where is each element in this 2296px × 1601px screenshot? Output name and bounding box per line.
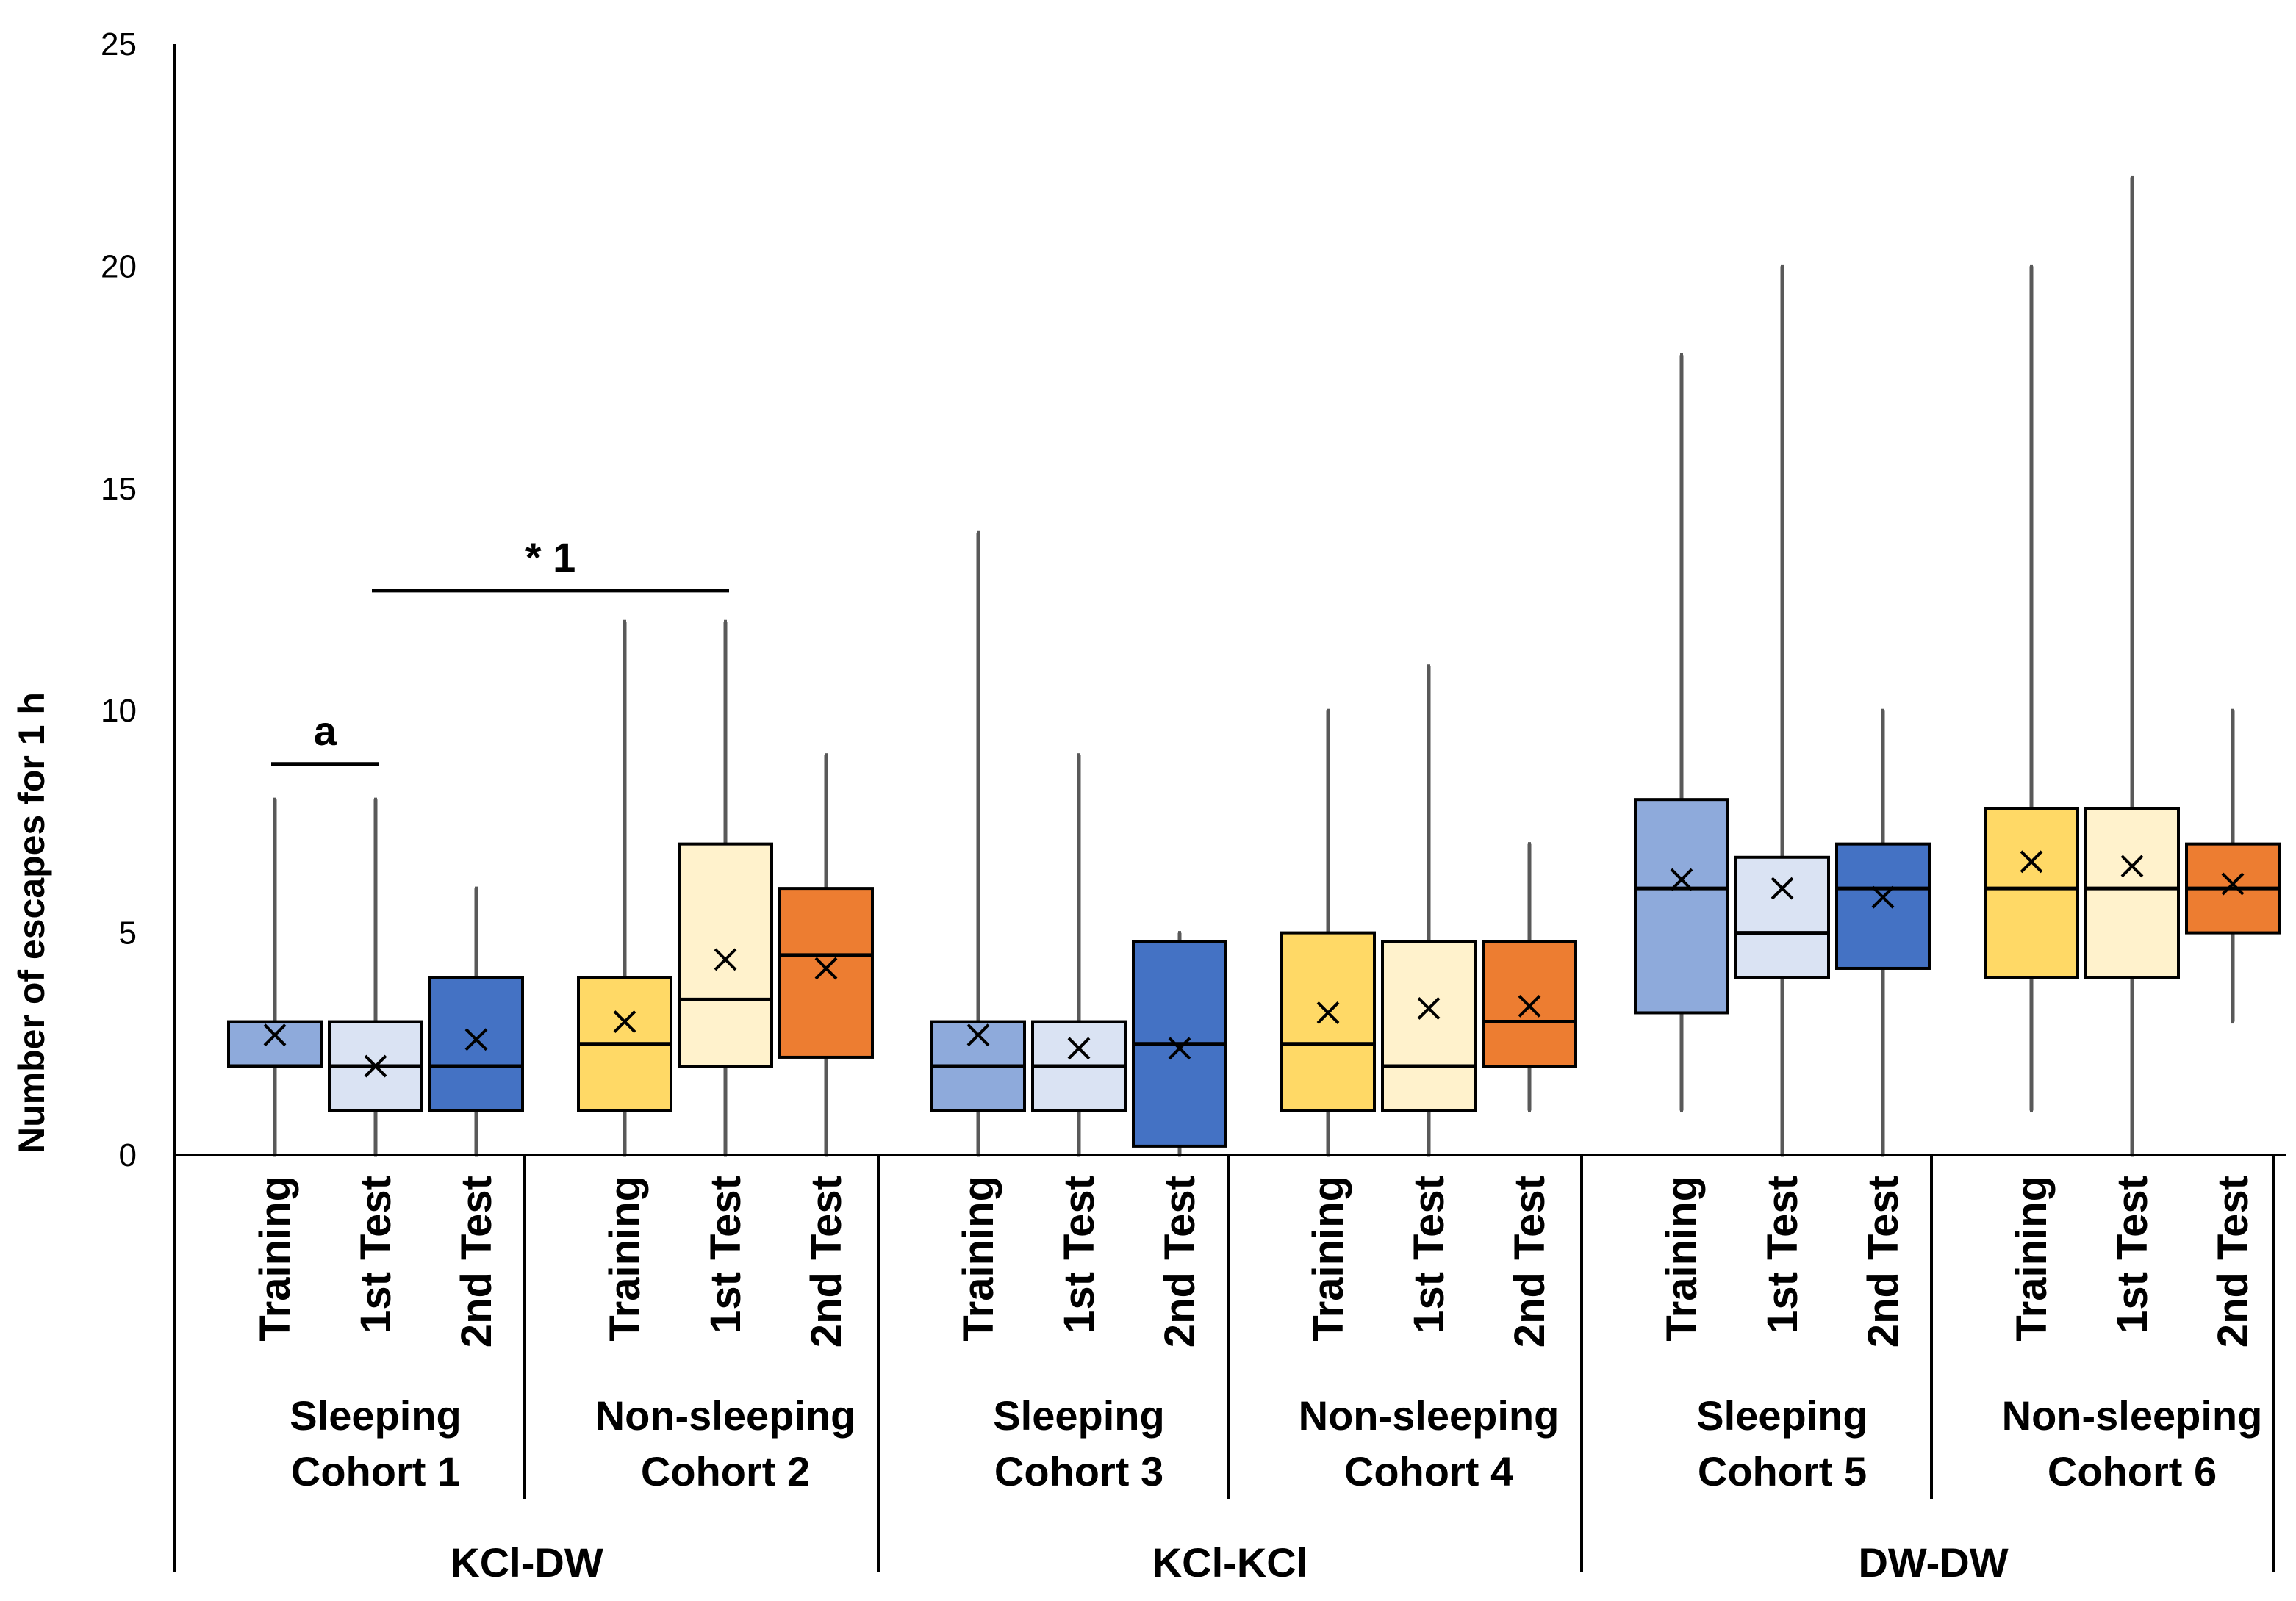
cohort-label-line2: Cohort 6	[2048, 1448, 2217, 1494]
y-tick-label: 0	[119, 1137, 137, 1173]
cohort-label-line2: Cohort 2	[641, 1448, 810, 1494]
x-category-label: 2nd Test	[1859, 1176, 1907, 1348]
plot-area	[227, 175, 2281, 1157]
box-iqr	[1482, 940, 1577, 1068]
mean-marker	[1771, 877, 1794, 900]
mean-marker	[1067, 1037, 1091, 1060]
mean-marker	[1670, 868, 1693, 891]
mean-marker	[714, 948, 737, 971]
mean-marker	[1417, 997, 1441, 1020]
condition-label: KCl-DW	[450, 1539, 603, 1586]
y-tick-label: 5	[119, 915, 137, 951]
box-iqr	[428, 976, 524, 1112]
cohort-label-line1: Sleeping	[1696, 1392, 1868, 1439]
y-axis-label: Number of escapes for 1 h	[11, 692, 52, 1154]
y-tick-label: 15	[101, 471, 137, 507]
y-tick-label: 20	[101, 248, 137, 284]
box-iqr	[1984, 807, 2079, 979]
x-category-label: 1st Test	[2109, 1176, 2156, 1334]
x-category-label: Training	[2008, 1176, 2056, 1342]
x-category-label: 1st Test	[1759, 1176, 1807, 1334]
box-iqr	[678, 842, 773, 1068]
x-category-label: 2nd Test	[1156, 1176, 1204, 1348]
x-category-label: 2nd Test	[2209, 1176, 2257, 1348]
mean-marker	[2221, 872, 2245, 896]
x-category-label: Training	[251, 1176, 299, 1342]
cohort-label-line1: Non-sleeping	[595, 1392, 856, 1439]
box-iqr	[1835, 842, 1931, 970]
x-category-label: 2nd Test	[803, 1176, 850, 1348]
mean-marker	[2120, 855, 2144, 878]
box-iqr	[778, 887, 874, 1059]
significance-label: * 1	[525, 534, 576, 580]
box-iqr	[1734, 855, 1830, 979]
x-category-label: Training	[601, 1176, 649, 1342]
y-tick-label: 25	[101, 26, 137, 62]
x-category-label: Training	[1658, 1176, 1706, 1342]
significance-annotations: a * 1	[271, 534, 729, 766]
x-category-label: 2nd Test	[453, 1176, 501, 1348]
mean-marker	[1316, 1001, 1340, 1024]
box-iqr	[1381, 940, 1477, 1112]
x-category-label: 1st Test	[702, 1176, 750, 1334]
condition-label: DW-DW	[1858, 1539, 2008, 1586]
box-iqr	[227, 1020, 323, 1068]
box-iqr	[1280, 931, 1376, 1112]
cohort-label-line1: Non-sleeping	[1299, 1392, 1560, 1439]
mean-marker	[613, 1010, 636, 1033]
cohort-label-line2: Cohort 5	[1698, 1448, 1867, 1494]
mean-marker	[1518, 994, 1541, 1018]
x-category-label: 1st Test	[1055, 1176, 1103, 1334]
mean-marker	[263, 1023, 287, 1047]
cohort-label-line2: Cohort 3	[994, 1448, 1163, 1494]
cohort-label-line1: Sleeping	[993, 1392, 1164, 1439]
mean-marker	[364, 1054, 387, 1078]
cohort-label-line2: Cohort 4	[1344, 1448, 1513, 1494]
box-iqr	[1634, 798, 1729, 1015]
y-axis: 0 5 10 15 20 25	[101, 26, 176, 1173]
cohort-label-line1: Sleeping	[290, 1392, 461, 1439]
x-category-label: 1st Test	[352, 1176, 400, 1334]
cohort-label-line1: Non-sleeping	[2002, 1392, 2263, 1439]
x-category-label: Training	[955, 1176, 1002, 1342]
mean-marker	[464, 1028, 488, 1051]
cohort-label-line2: Cohort 1	[291, 1448, 460, 1494]
mean-marker	[1168, 1037, 1191, 1060]
x-category-label: 1st Test	[1405, 1176, 1453, 1334]
x-axis-category-table: Training 1st Test 2nd Test Sleeping Cohort 1…	[173, 1154, 2286, 1586]
significance-label: a	[314, 708, 337, 754]
y-tick-label: 10	[101, 693, 137, 729]
condition-label: KCl-KCl	[1152, 1539, 1308, 1586]
mean-marker	[1871, 885, 1895, 909]
x-category-label: 2nd Test	[1506, 1176, 1554, 1348]
mean-marker	[814, 957, 838, 980]
mean-marker	[2020, 850, 2043, 874]
x-category-label: Training	[1305, 1176, 1352, 1342]
mean-marker	[966, 1023, 990, 1047]
box-iqr	[2084, 807, 2180, 979]
